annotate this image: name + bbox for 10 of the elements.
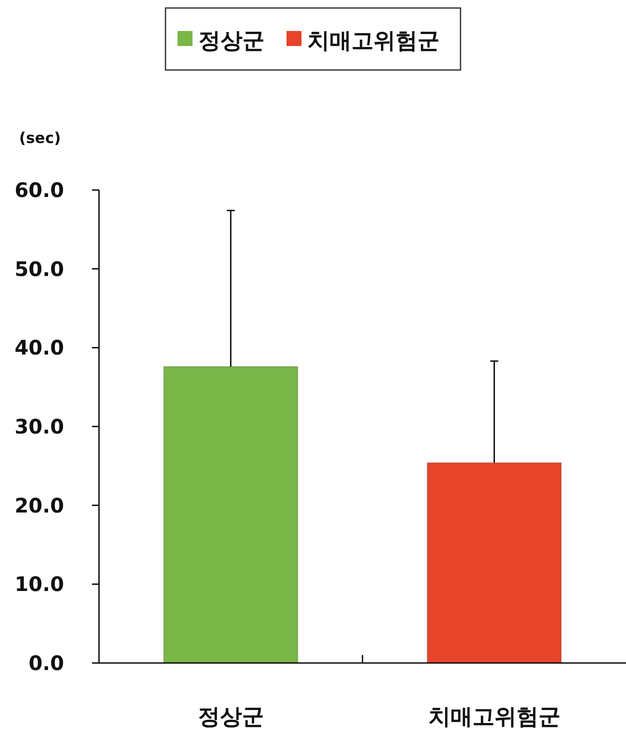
y-tick-label: 0.0 bbox=[28, 651, 64, 675]
y-tick-label: 40.0 bbox=[14, 336, 64, 360]
y-tick-label: 60.0 bbox=[14, 178, 64, 202]
y-axis-title: (sec) bbox=[19, 129, 61, 147]
y-tick-label: 20.0 bbox=[14, 493, 64, 518]
legend-label: 정상군 bbox=[198, 29, 264, 54]
y-tick-label: 10.0 bbox=[14, 572, 64, 596]
legend-label: 치매고위험군 bbox=[308, 29, 440, 54]
y-tick-label: 50.0 bbox=[14, 256, 64, 281]
y-tick-label: 30.0 bbox=[14, 414, 64, 438]
